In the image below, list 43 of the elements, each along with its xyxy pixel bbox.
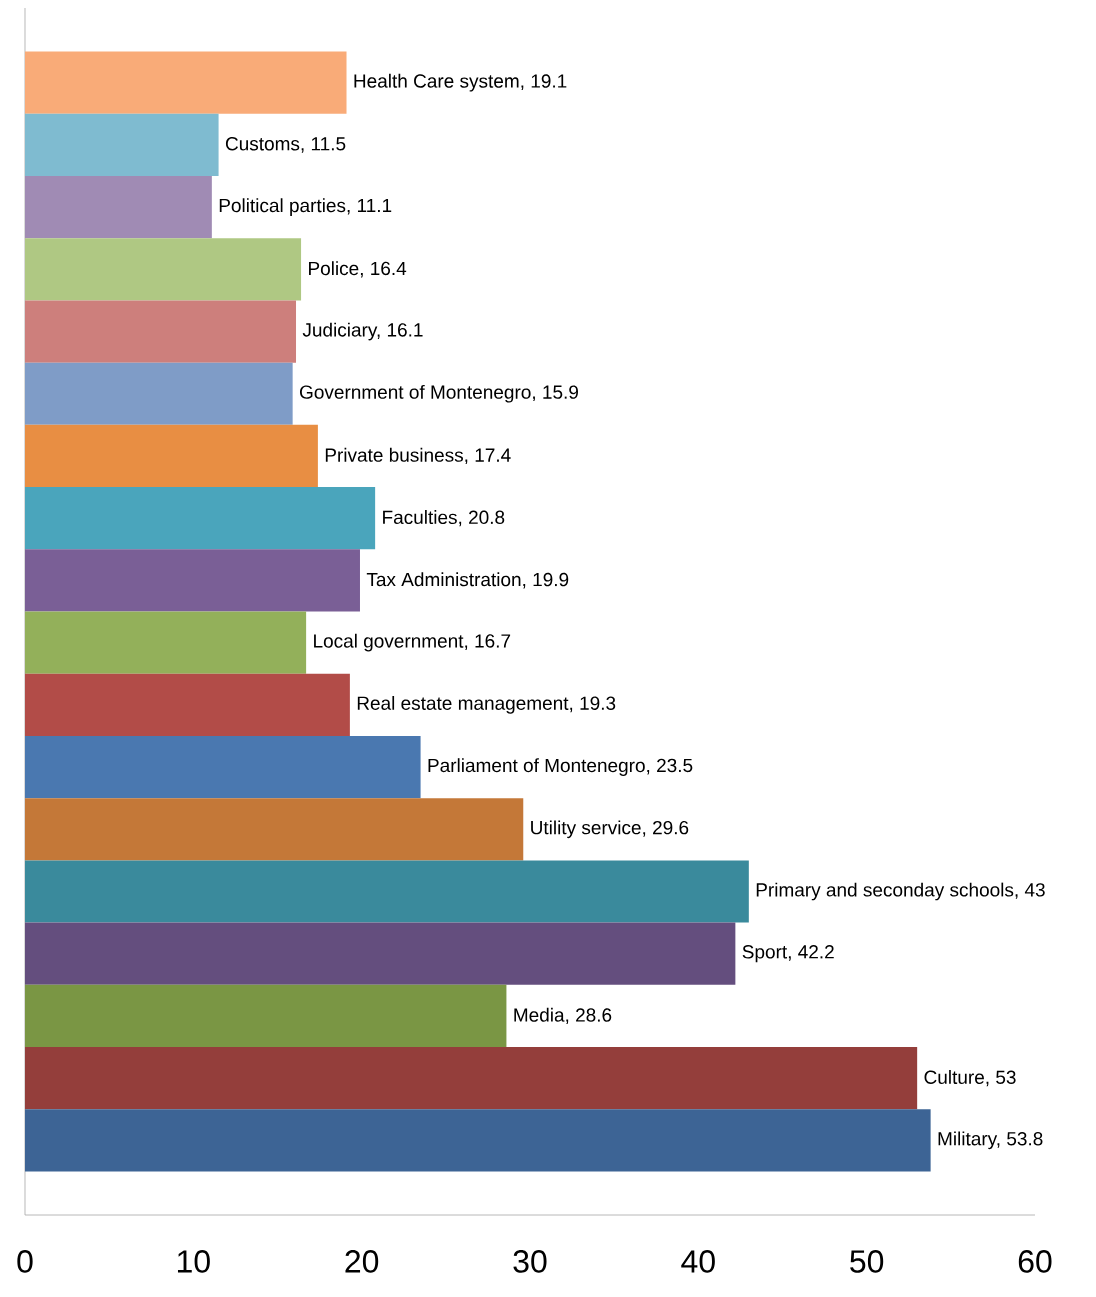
bar: [25, 673, 350, 736]
bar: [25, 238, 302, 301]
bar: [25, 362, 293, 425]
data-label: Utility service, 29.6: [531, 820, 689, 839]
x-tick-label: 60: [1018, 1250, 1052, 1273]
data-label: Tax Administration, 19.9: [366, 572, 569, 589]
data-label: Culture, 53: [924, 1070, 1016, 1087]
data-label: Police, 16.4: [309, 261, 407, 278]
bar: [25, 798, 524, 861]
data-label: Media, 28.6: [514, 1007, 612, 1025]
data-label: Private business, 17.4: [325, 447, 511, 465]
data-label: Faculties, 20.8: [383, 510, 505, 527]
x-tick-label: 0: [17, 1250, 33, 1273]
data-label: Parliament of Montenegro, 23.5: [428, 758, 693, 776]
x-tick-label: 20: [345, 1250, 379, 1273]
x-tick-label: 30: [513, 1250, 547, 1273]
bar: [25, 549, 360, 612]
data-label: Customs, 11.5: [225, 137, 346, 153]
data-label: Real estate management, 19.3: [357, 695, 616, 714]
data-label: Government of Montenegro, 15.9: [299, 384, 578, 403]
bar: [25, 113, 219, 176]
bar: [25, 424, 318, 488]
data-label: Primary and seconday schools, 43: [756, 882, 1045, 901]
data-label: Sport, 42.2: [742, 945, 834, 963]
bar: [25, 860, 749, 923]
bar: [25, 176, 212, 239]
data-label: Judiciary, 16.1: [302, 322, 423, 341]
bar: [25, 611, 307, 674]
data-label: Local government, 16.7: [314, 633, 511, 652]
bar: [25, 735, 421, 799]
bar: [25, 1047, 918, 1110]
data-label: Health Care system, 19.1: [354, 73, 567, 92]
data-label: Military, 53.8: [938, 1131, 1043, 1150]
x-tick-label: 10: [177, 1250, 210, 1273]
bar: [25, 984, 507, 1048]
bar: [25, 487, 376, 550]
x-tick-label: 40: [681, 1250, 715, 1273]
bar: [25, 1109, 931, 1172]
data-label: Political parties, 11.1: [219, 198, 392, 216]
x-tick-label: 50: [850, 1250, 884, 1273]
bar: [25, 922, 736, 985]
bar: [25, 300, 297, 363]
bar: [25, 51, 347, 114]
